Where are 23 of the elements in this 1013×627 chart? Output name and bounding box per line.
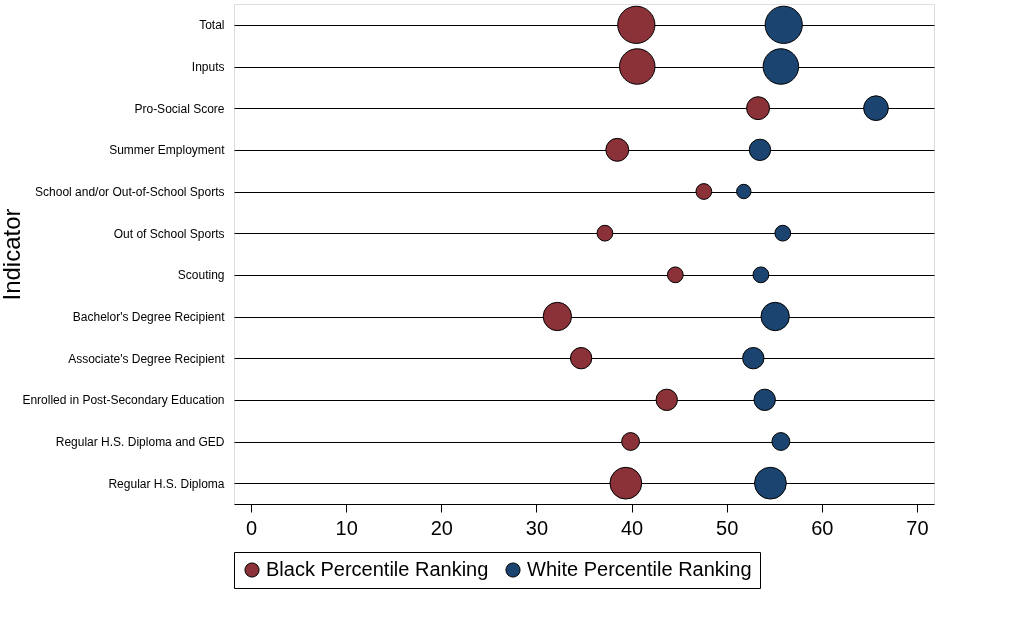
- y-tick-label: Scouting: [177, 268, 225, 283]
- y-tick-label: Summer Employment: [109, 143, 226, 158]
- y-axis-title: Indicator: [0, 208, 25, 301]
- x-tick-label: 0: [246, 516, 258, 539]
- y-tick-label: Total: [199, 18, 225, 33]
- y-tick-label: Enrolled in Post-Secondary Education: [22, 393, 225, 408]
- y-tick-label: Associate's Degree Recipient: [68, 351, 226, 366]
- x-tick-label: 70: [906, 516, 929, 539]
- legend-label: White Percentile Ranking: [527, 558, 752, 580]
- x-tick-label: 60: [811, 516, 834, 539]
- y-tick-label: Bachelor's Degree Recipient: [72, 310, 226, 324]
- y-tick-label: Pro-Social Score: [134, 101, 225, 116]
- x-tick-label: 40: [620, 516, 644, 539]
- y-tick-label: Regular H.S. Diploma: [108, 476, 225, 491]
- y-tick-label: School and/or Out-of-School Sports: [35, 185, 225, 199]
- legend-label: Black Percentile Ranking: [266, 558, 489, 580]
- x-tick-label: 10: [335, 516, 358, 539]
- x-tick-label: 30: [525, 516, 549, 539]
- x-tick-label: 20: [430, 516, 453, 539]
- y-tick-label: Out of School Sports: [113, 226, 225, 241]
- y-tick-label: Inputs: [191, 60, 225, 74]
- y-tick-label: Regular H.S. Diploma and GED: [55, 435, 225, 449]
- x-tick-label: 50: [716, 516, 739, 539]
